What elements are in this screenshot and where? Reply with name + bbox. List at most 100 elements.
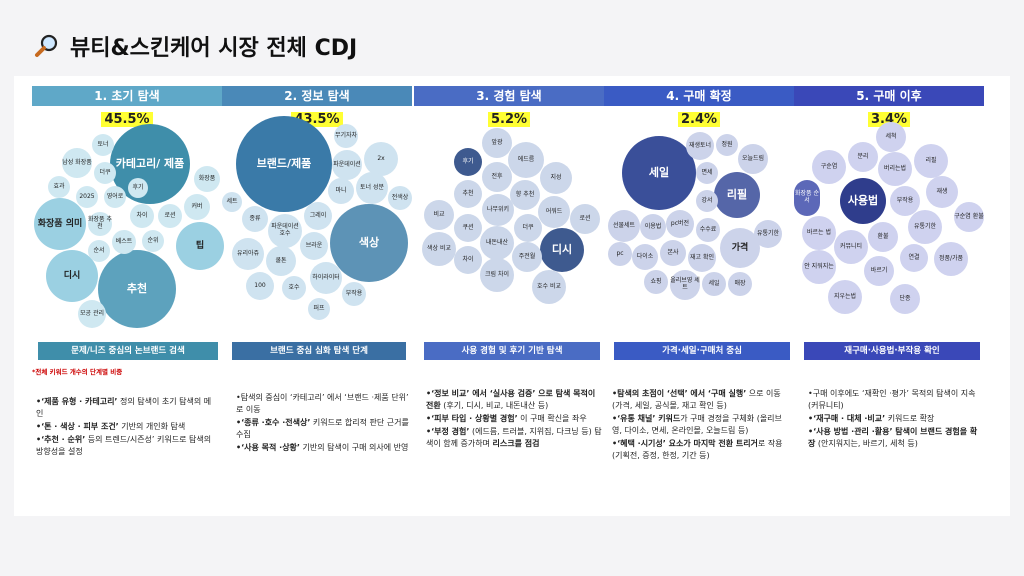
bubble: 화장품 의미 <box>34 198 86 250</box>
stage-header-5: 5. 구매 이후 <box>794 86 984 106</box>
bubble: 내돈내산 <box>480 226 514 260</box>
bubble: 화장품 순서 <box>794 180 820 216</box>
bubble: 구순염 환불 <box>954 202 984 232</box>
bubble: 후기 <box>454 148 482 176</box>
bubble: 토너 <box>92 134 114 156</box>
bubble: 부작용 <box>890 186 920 216</box>
bubble: 호수 <box>282 276 306 300</box>
bubble: 마니 <box>328 178 354 204</box>
stage-column-4: 4. 구매 확정 2.4% 세일 리필 가격 재생토너 정원 오늘드림 면세 선… <box>604 86 794 512</box>
bubble: 정원 <box>716 134 738 156</box>
bubble: 크림 차이 <box>480 258 514 292</box>
bubble: 구순염 <box>812 150 846 184</box>
stage-banner-1: 문제/니즈 중심의 논브랜드 검색 <box>38 342 218 360</box>
bubble: 앞광 <box>482 128 512 158</box>
stage-text-5: •구매 이후에도 ‘재확인 ·평가’ 목적의 탐색이 지속 (커뮤니티) •‘재… <box>808 389 978 448</box>
bubble: 수수료 <box>696 218 720 242</box>
bubble: 오늘드림 <box>738 144 768 174</box>
bubble: 본사 <box>660 240 686 266</box>
bubble: 2025 <box>76 186 98 208</box>
bubble: 차이 <box>130 204 154 228</box>
bubble: 하이라이터 <box>310 262 342 294</box>
bubble: 베스트 <box>112 230 136 254</box>
stage-column-3: 3. 경험 탐색 5.2% 후기 앞광 에드름 지성 전후 향 추천 어워드 추… <box>414 86 604 512</box>
stage-percent-3: 5.2% <box>414 108 604 127</box>
stage-column-2: 2. 정보 탐색 43.5% 브랜드/제품 색상 무기자차 2x 파운데이션 마… <box>222 86 412 512</box>
stage-text-4: •탐색의 초점이 ‘선택’ 에서 ‘구매 실행’ 으로 이동 (가격, 세일, … <box>612 389 783 460</box>
stage-header-1: 1. 초기 탐색 <box>32 86 222 106</box>
bubble: 후기 <box>128 178 148 198</box>
bubble: 다이소 <box>632 244 658 270</box>
bubble: 비교 <box>424 200 454 230</box>
bubble: pc버전 <box>666 210 694 238</box>
stage-percent-4: 2.4% <box>604 108 794 127</box>
bubble: 부작용 <box>342 282 366 306</box>
stage-text-1: •‘제품 유형 · 카테고리’ 정의 탐색이 초기 탐색의 메인 •‘톤 · 색… <box>36 397 212 456</box>
bubble: 나무위키 <box>482 194 514 226</box>
bubble: 순위 <box>142 230 164 252</box>
bubble-cluster-1: 카테고리/ 제품 추천 팁 디시 화장품 의미 토너 남성 화장품 더쿠 효과 … <box>32 122 224 354</box>
bubble: 그레이 <box>304 202 332 230</box>
bubble: 효과 <box>48 176 70 198</box>
bubble-cluster-3: 후기 앞광 에드름 지성 전후 향 추천 어워드 추천 나무위키 로션 비교 쿠… <box>414 122 604 354</box>
bubble: 지성 <box>540 162 572 194</box>
bubble: 순서 <box>88 240 110 262</box>
bubble-cluster-5: 사용법 세척 분리 구순염 리필 버리는법 화장품 순서 재생 부작용 바르는 … <box>794 122 984 354</box>
bubble: 파운데이션 <box>332 150 362 180</box>
bubble: 더쿠 <box>514 214 542 242</box>
bubble: 전후 <box>482 162 512 192</box>
footnote: *전체 키워드 개수의 단계별 비중 <box>32 368 123 376</box>
bubble: 로션 <box>158 204 182 228</box>
stage-banner-5: 재구매·사용법·부작용 확인 <box>804 342 980 360</box>
bubble: 커버 <box>184 194 210 220</box>
bubble: 가격 <box>720 228 760 268</box>
bubble: 호수 비교 <box>532 270 566 304</box>
bubble: 디시 <box>46 250 98 302</box>
bubble: 선물세트 <box>608 210 640 242</box>
stage-header-2: 2. 정보 탐색 <box>222 86 412 106</box>
bubble: 색상 <box>330 204 408 282</box>
bubble: 매장 <box>728 272 752 296</box>
bubble-cluster-4: 세일 리필 가격 재생토너 정원 오늘드림 면세 선물세트 강서 유통기한 이용… <box>604 122 794 354</box>
bubble: 리필 <box>914 144 948 178</box>
bubble: 향 추천 <box>510 180 540 210</box>
bubble: 브랜드/제품 <box>236 116 332 212</box>
bubble: 무기자차 <box>334 124 358 148</box>
bubble: 재생 <box>926 176 958 208</box>
bubble: 화장품 <box>194 166 220 192</box>
bubble: 단종 <box>890 284 920 314</box>
bubble: 정품/가품 <box>934 242 968 276</box>
bubble: 사용법 <box>840 178 886 224</box>
bubble: 남성 화장품 <box>62 148 92 178</box>
bubble: 환불 <box>868 222 898 252</box>
stage-text-2: •탐색의 중심이 ‘카테고리’ 에서 ‘브랜드 ·제품 단위’ 로 이동 •‘종… <box>236 393 409 452</box>
bubble: pc <box>608 242 632 266</box>
bubble: 강서 <box>696 190 718 212</box>
bubble: 쿨톤 <box>266 246 296 276</box>
bubble: 2x <box>364 142 398 176</box>
stage-column-1: 1. 초기 탐색 45.5% 카테고리/ 제품 추천 팁 디시 화장품 의미 토… <box>32 86 224 512</box>
bubble: 팁 <box>176 222 224 270</box>
bubble: 모공 관리 <box>78 300 106 328</box>
bubble: 추천 <box>454 180 482 208</box>
bubble: 바르기 <box>864 256 894 286</box>
stage-header-3: 3. 경험 탐색 <box>414 86 604 106</box>
bubble: 세일 <box>702 272 726 296</box>
stage-banner-2: 브랜드 중심 심화 탐색 단계 <box>232 342 406 360</box>
stage-column-5: 5. 구매 이후 3.4% 사용법 세척 분리 구순염 리필 버리는법 화장품 … <box>794 86 984 512</box>
bubble: 안 지워지는 <box>802 250 836 284</box>
stage-percent-1: 45.5% <box>32 108 222 127</box>
bubble: 올리브영 세트 <box>670 270 700 300</box>
bubble: 버리는법 <box>878 152 912 186</box>
bubble: 100 <box>246 272 274 300</box>
bubble: 화장품 추천 <box>88 212 112 236</box>
bubble: 디시 <box>540 228 584 272</box>
bubble: 리필 <box>714 172 760 218</box>
bubble: 더쿠 <box>94 162 116 184</box>
bubble: 유리아쥬 <box>232 238 264 270</box>
bubble: 커뮤니티 <box>834 230 868 264</box>
bubble: 차이 <box>454 246 482 274</box>
bubble: 영어로 <box>104 186 126 208</box>
bubble: 주전월 <box>512 242 542 272</box>
bubble: 브라운 <box>300 232 328 260</box>
